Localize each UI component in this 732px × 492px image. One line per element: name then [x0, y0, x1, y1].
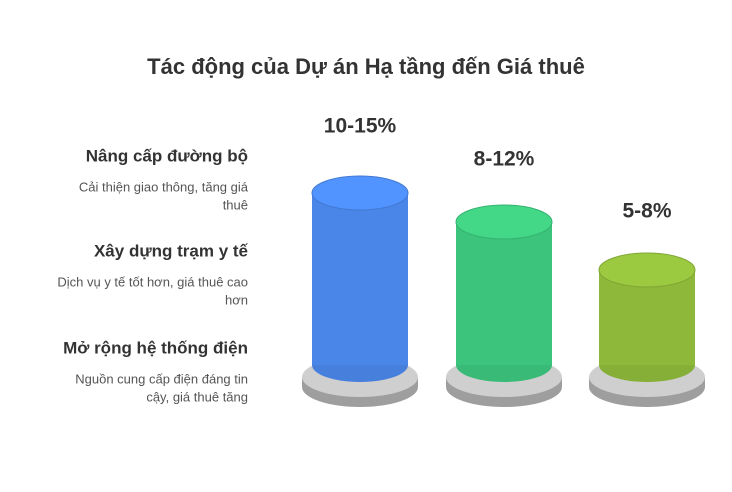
item-description: Dịch vụ y tế tốt hơn, giá thuê cao: [57, 274, 248, 289]
value-label: 5-8%: [622, 200, 671, 223]
item-description: Nguồn cung cấp điện đáng tin: [75, 371, 248, 386]
item-name: Mở rộng hệ thống điện: [63, 338, 248, 357]
item-name: Xây dựng trạm y tế: [94, 241, 249, 260]
item-description: cậy, giá thuê tăng: [146, 389, 248, 404]
value-label: 10-15%: [324, 115, 397, 138]
item-name: Nâng cấp đường bộ: [86, 146, 248, 165]
cylinder-body: [312, 193, 408, 365]
cylinder-top: [455, 204, 553, 240]
title: Tác động của Dự án Hạ tầng đến Giá thuê: [147, 54, 585, 79]
value-label: 8-12%: [474, 148, 535, 171]
cylinder-top: [598, 252, 696, 288]
item-description: Cải thiện giao thông, tăng giá: [79, 179, 249, 194]
item-description: hơn: [225, 292, 248, 307]
item-description: thuê: [223, 197, 248, 212]
cylinder-top: [311, 175, 409, 211]
cylinder-body: [456, 222, 552, 365]
